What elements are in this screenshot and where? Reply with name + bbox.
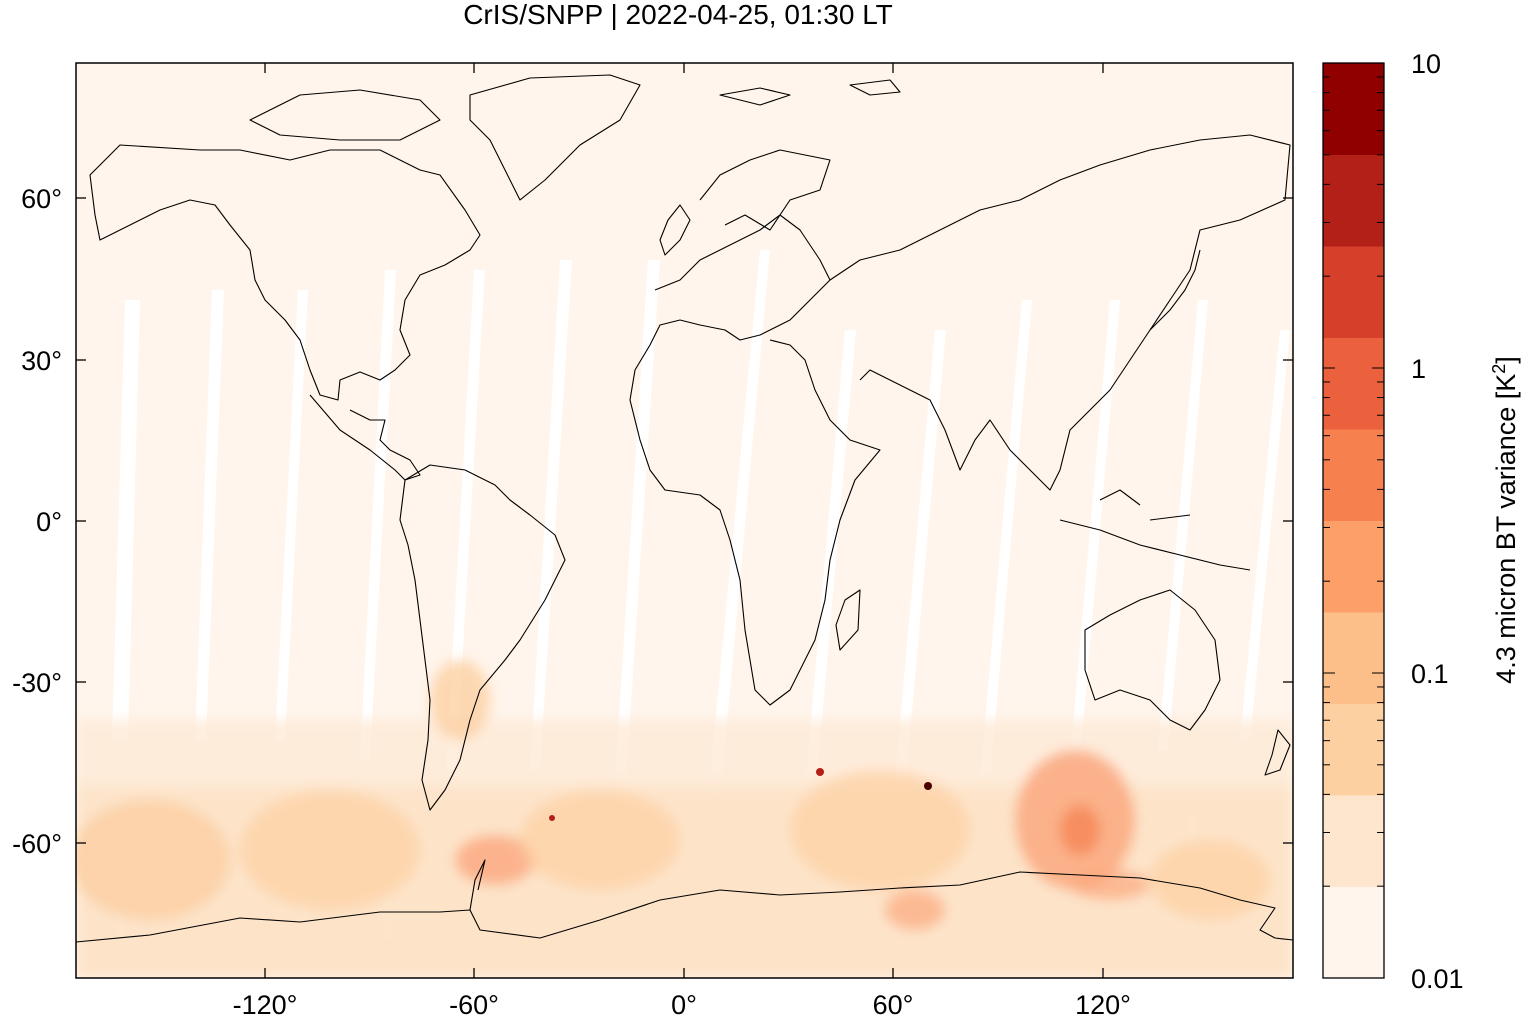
- swath-gap: [804, 330, 856, 800]
- lon-tick-label: -120°: [233, 990, 298, 1020]
- coastlines: [76, 74, 1293, 943]
- variance-patch: [1060, 805, 1100, 855]
- coastline-antarctica: [76, 871, 1293, 943]
- swath-gap: [1158, 300, 1208, 750]
- colorbar-tick-labels: 10 1 0.1 0.01: [1411, 49, 1464, 994]
- variance-hotspot: [816, 768, 824, 776]
- colorbar-bands: [1323, 63, 1384, 979]
- colorbar-title: 4.3 micron BT variance [K2]: [1489, 356, 1521, 684]
- swath-gap: [446, 270, 485, 770]
- colorbar-band: [1323, 520, 1384, 613]
- colorbar-ticks: [1323, 76, 1384, 979]
- variance-patch: [1150, 840, 1270, 920]
- colorbar-band: [1323, 63, 1384, 155]
- variance-patches: [76, 660, 1293, 978]
- swath-gap: [275, 290, 308, 740]
- lon-tick-label: 60°: [873, 990, 914, 1020]
- colorbar-band: [1323, 703, 1384, 796]
- swath-gap: [530, 260, 572, 770]
- coastline-scandinavia: [699, 149, 831, 231]
- variance-hotspot: [549, 815, 555, 821]
- coastline-antarctic-peninsula: [469, 859, 486, 911]
- colorbar-band: [1323, 337, 1384, 430]
- swath-gap: [615, 260, 660, 780]
- coastline-north-america: [89, 144, 481, 401]
- swath-gap: [112, 300, 140, 740]
- swath-gap: [980, 300, 1032, 780]
- swath-gap: [894, 330, 946, 790]
- swath-gap: [360, 270, 396, 760]
- swath-gap: [1070, 300, 1120, 760]
- colorbar-band: [1323, 886, 1384, 979]
- coastline-australia: [1084, 589, 1221, 731]
- lat-tick-label: 0°: [36, 507, 62, 537]
- coastline-new-zealand: [1264, 729, 1291, 776]
- colorbar-tick-label: 10: [1411, 49, 1441, 79]
- coastline-africa-europe: [629, 214, 881, 706]
- variance-patch: [885, 890, 945, 930]
- colorbar-band: [1323, 154, 1384, 247]
- lon-tick-labels: -120° -60° 0° 60° 120°: [233, 990, 1131, 1020]
- lat-tick-label: -60°: [12, 829, 62, 859]
- chart-title: CrIS/SNPP | 2022-04-25, 01:30 LT: [463, 0, 893, 30]
- colorbar-title-main: 4.3 micron BT variance [K: [1491, 374, 1521, 684]
- variance-patch: [520, 790, 680, 890]
- variance-hotspot: [924, 782, 932, 790]
- lat-tick-label: -30°: [12, 668, 62, 698]
- colorbar-tick-label: 0.1: [1411, 659, 1449, 689]
- coastline-south-america: [399, 464, 566, 811]
- coastline-japan: [1149, 249, 1201, 331]
- coastline-madagascar: [835, 589, 861, 651]
- lon-tick-label: 0°: [671, 990, 697, 1020]
- swath-gaps: [112, 250, 1290, 940]
- colorbar: 10 1 0.1 0.01 4.3 micron BT variance [K2]: [1322, 49, 1521, 994]
- colorbar-frame: [1322, 62, 1385, 979]
- variance-patch: [76, 800, 230, 920]
- coastline-arctic-islands: [249, 79, 901, 141]
- colorbar-title-end: ]: [1491, 356, 1521, 364]
- variance-patch: [240, 790, 420, 910]
- coastline-uk: [659, 204, 691, 256]
- colorbar-band: [1323, 795, 1384, 887]
- lon-tick-label: -60°: [449, 990, 499, 1020]
- coastline-greenland: [469, 74, 641, 201]
- lat-ticks: [76, 197, 1293, 844]
- coastline-central-america: [309, 394, 421, 481]
- colorbar-band: [1323, 246, 1384, 338]
- colorbar-title-superscript: 2: [1489, 364, 1509, 374]
- variance-patch: [790, 770, 970, 890]
- heatmap-layer: [76, 74, 1293, 978]
- variance-patch: [430, 660, 490, 740]
- colorbar-tick-label: 1: [1411, 354, 1426, 384]
- colorbar-band: [1323, 612, 1384, 704]
- colorbar-tick-label: 0.01: [1411, 964, 1464, 994]
- lat-tick-labels: 60° 30° 0° -30° -60°: [12, 184, 62, 859]
- swath-gap: [1240, 330, 1290, 740]
- lat-tick-label: 60°: [21, 184, 62, 214]
- variance-patch: [1070, 870, 1150, 900]
- coastline-indonesia: [1059, 489, 1251, 571]
- swath-gap: [195, 290, 224, 740]
- lat-tick-label: 30°: [21, 346, 62, 376]
- variance-patch: [455, 835, 535, 885]
- lon-ticks: [264, 63, 1104, 978]
- swath-gap: [708, 250, 770, 800]
- lon-tick-label: 120°: [1075, 990, 1131, 1020]
- colorbar-band: [1323, 429, 1384, 521]
